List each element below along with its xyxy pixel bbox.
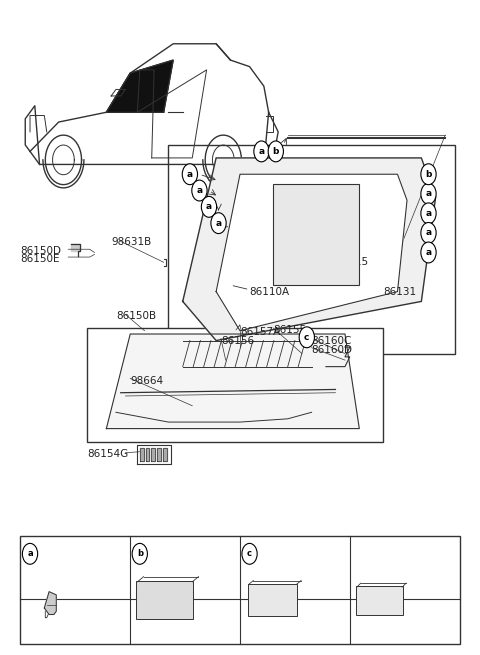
Polygon shape	[163, 448, 167, 461]
Circle shape	[254, 141, 269, 162]
FancyBboxPatch shape	[87, 328, 383, 441]
FancyBboxPatch shape	[21, 536, 459, 644]
Text: 86160C: 86160C	[312, 336, 352, 346]
Circle shape	[211, 213, 226, 234]
Circle shape	[23, 544, 37, 564]
Text: a: a	[425, 229, 432, 237]
Circle shape	[421, 223, 436, 244]
Text: 86115: 86115	[336, 257, 369, 267]
Text: 86157A: 86157A	[240, 327, 280, 337]
Text: 86150E: 86150E	[21, 254, 60, 264]
FancyBboxPatch shape	[168, 145, 455, 354]
Polygon shape	[183, 158, 436, 341]
Text: a: a	[216, 219, 222, 228]
Circle shape	[201, 196, 216, 217]
Circle shape	[182, 164, 198, 185]
Text: 86150D: 86150D	[21, 246, 61, 255]
FancyBboxPatch shape	[274, 184, 360, 285]
Circle shape	[132, 544, 147, 564]
Text: b: b	[137, 550, 143, 558]
Text: a: a	[206, 202, 212, 212]
FancyBboxPatch shape	[248, 584, 297, 616]
Text: c: c	[247, 550, 252, 558]
Text: a: a	[27, 550, 33, 558]
FancyBboxPatch shape	[136, 580, 193, 619]
Text: 98631B: 98631B	[111, 237, 151, 247]
Text: 86110A: 86110A	[250, 287, 289, 297]
Text: 86141B: 86141B	[28, 575, 62, 584]
Polygon shape	[157, 448, 161, 461]
Text: 86142C: 86142C	[28, 584, 62, 593]
Text: 86122B: 86122B	[152, 549, 192, 559]
Circle shape	[299, 327, 314, 348]
Text: 86154G: 86154G	[87, 449, 129, 459]
Polygon shape	[140, 448, 144, 461]
Polygon shape	[71, 244, 80, 251]
Text: 86150B: 86150B	[116, 311, 156, 322]
Text: 86156: 86156	[221, 336, 254, 346]
Text: 86155: 86155	[274, 325, 307, 335]
Text: 98664: 98664	[130, 376, 163, 386]
Text: c: c	[304, 333, 310, 342]
Text: b: b	[273, 147, 279, 156]
Circle shape	[421, 242, 436, 263]
Text: a: a	[196, 186, 203, 195]
Text: 86131: 86131	[383, 287, 416, 297]
FancyBboxPatch shape	[357, 586, 403, 615]
Polygon shape	[44, 591, 56, 614]
Circle shape	[242, 544, 257, 564]
Text: b: b	[425, 170, 432, 179]
Text: a: a	[187, 170, 193, 179]
Polygon shape	[107, 60, 173, 112]
Text: a: a	[258, 147, 264, 156]
Polygon shape	[107, 334, 360, 428]
Text: 86124A: 86124A	[262, 549, 302, 559]
Text: a: a	[425, 248, 432, 257]
Circle shape	[192, 180, 207, 201]
Polygon shape	[151, 448, 155, 461]
Polygon shape	[216, 174, 407, 331]
Circle shape	[421, 183, 436, 204]
Text: a: a	[425, 209, 432, 218]
Text: 86160D: 86160D	[312, 345, 353, 355]
Circle shape	[268, 141, 283, 162]
Circle shape	[421, 164, 436, 185]
Circle shape	[421, 203, 436, 224]
Text: 86124D: 86124D	[360, 549, 400, 559]
Polygon shape	[145, 448, 149, 461]
Text: a: a	[425, 189, 432, 198]
